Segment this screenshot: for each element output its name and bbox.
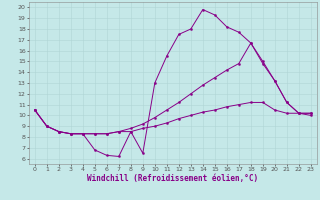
X-axis label: Windchill (Refroidissement éolien,°C): Windchill (Refroidissement éolien,°C)	[87, 174, 258, 183]
